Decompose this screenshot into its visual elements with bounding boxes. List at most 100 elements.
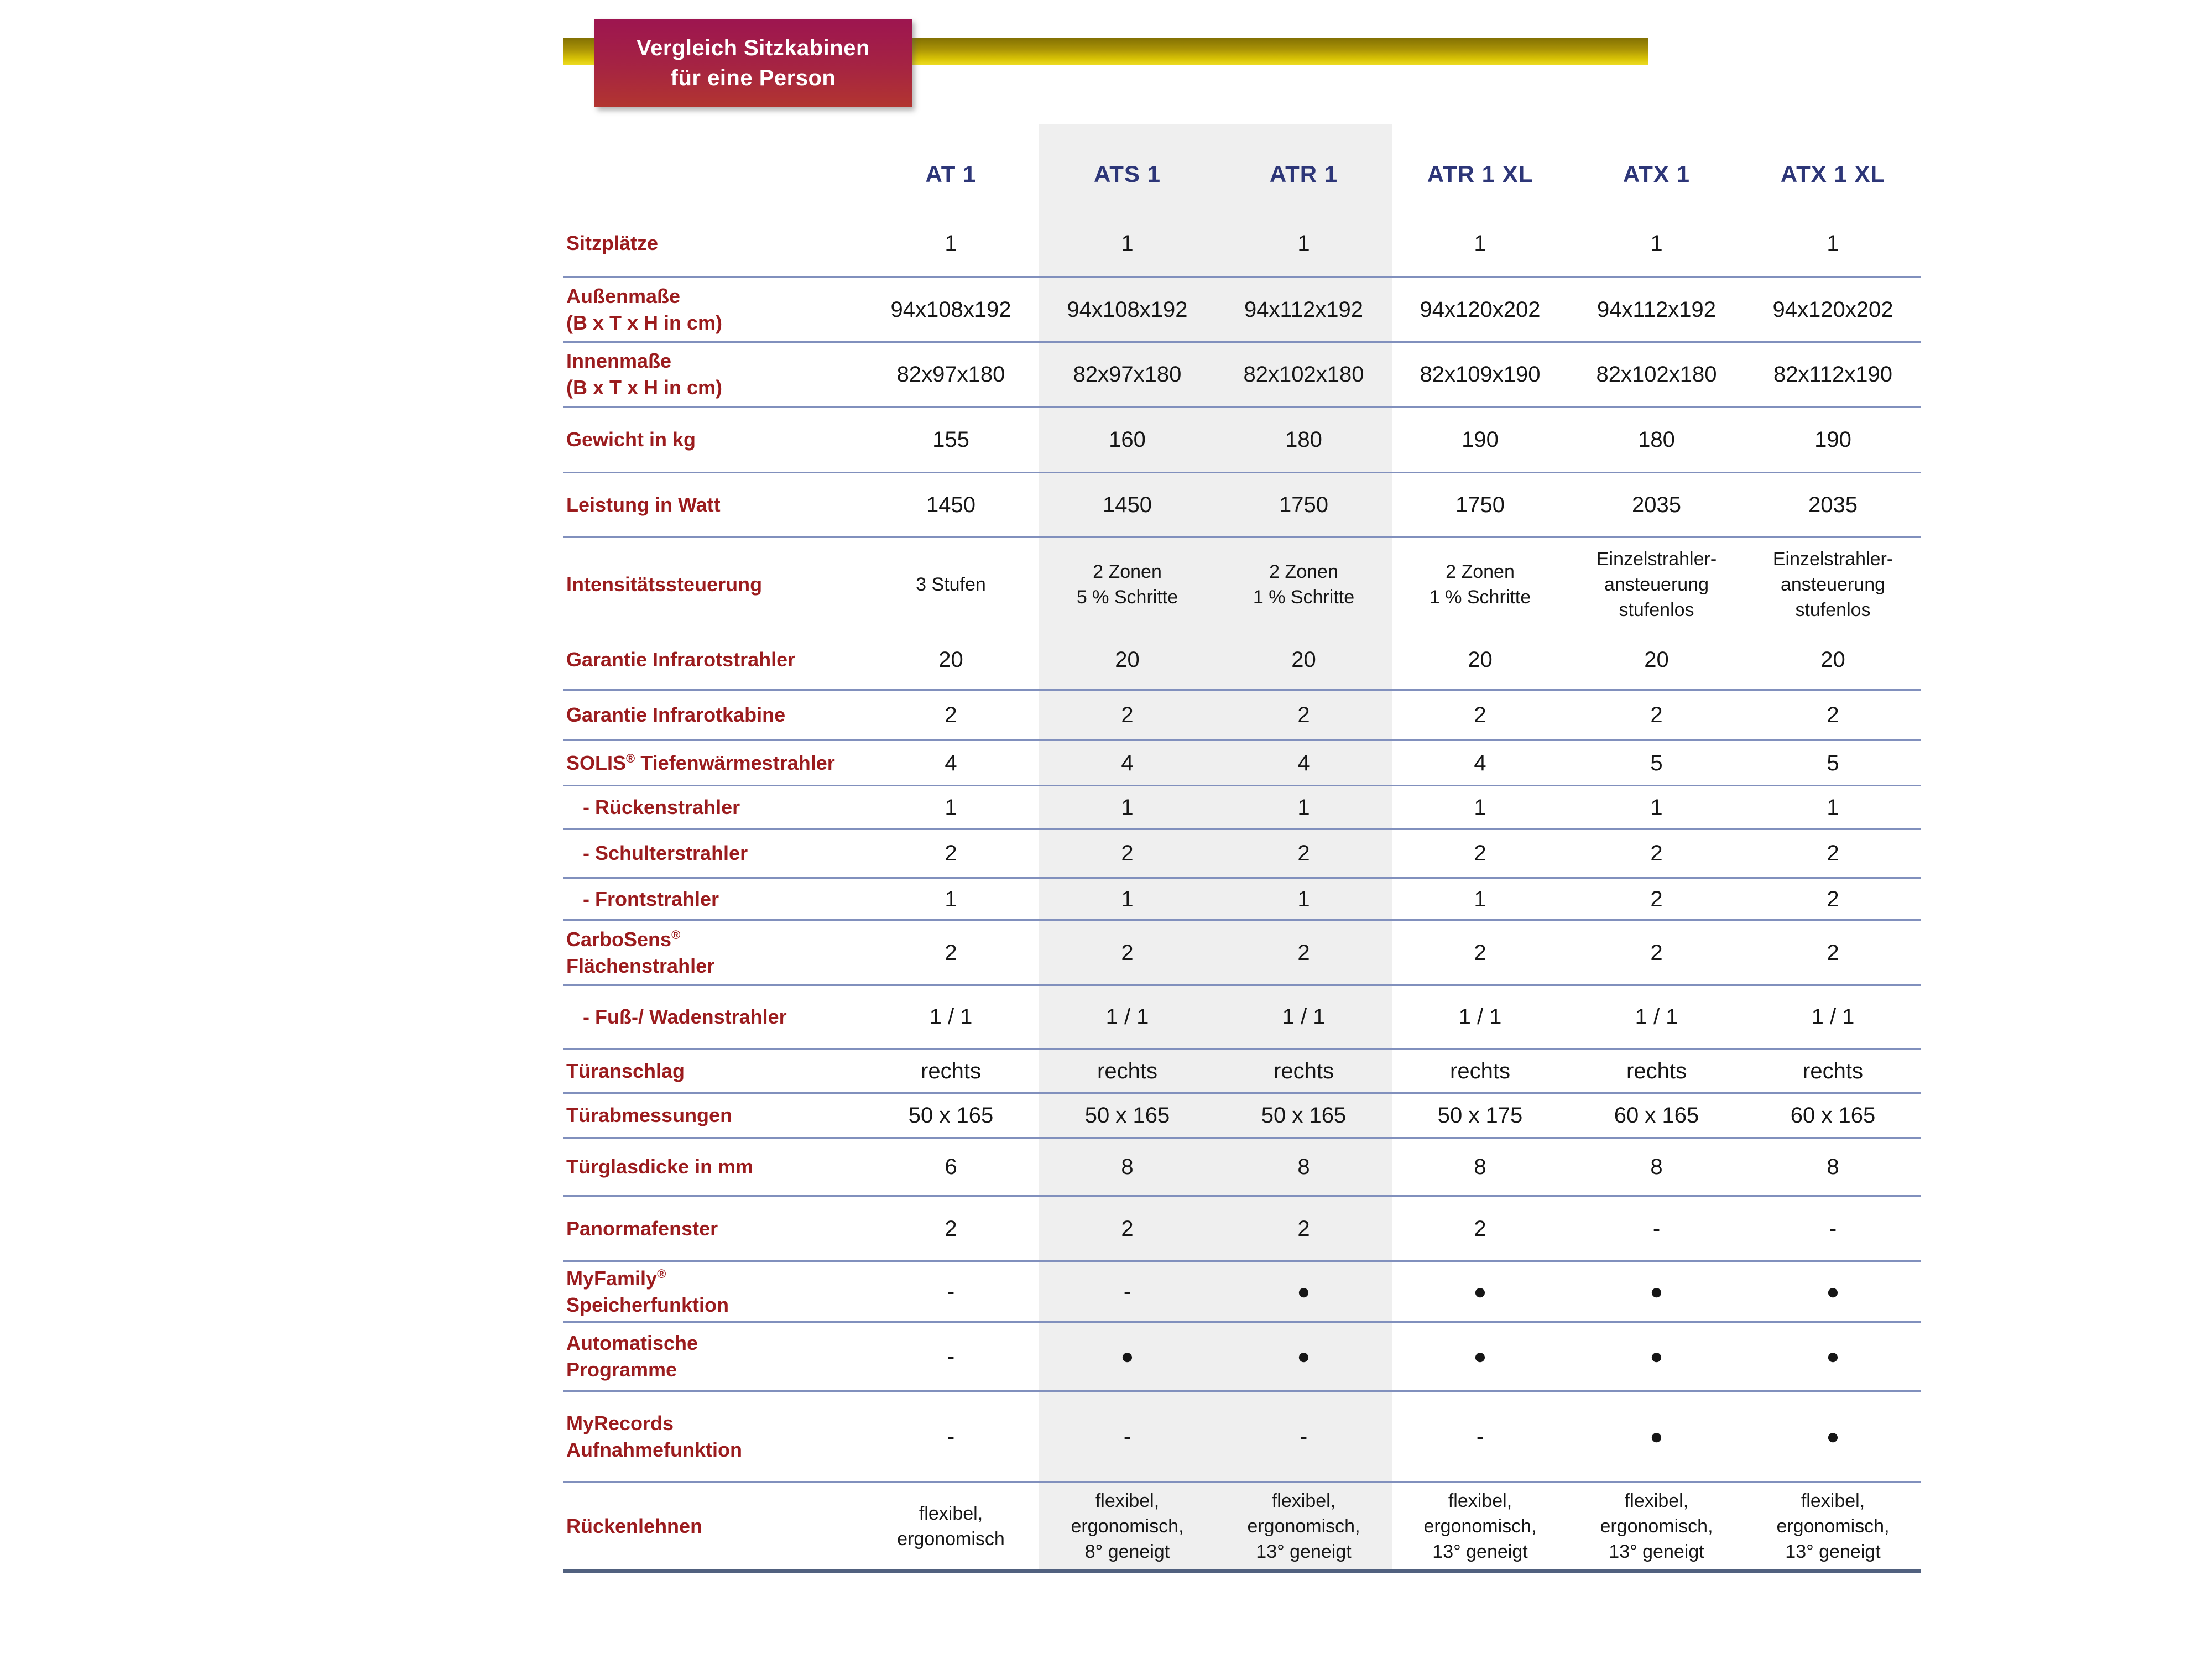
table-header-row: AT 1 ATS 1 ATR 1 ATR 1 XL ATX 1 ATX 1 XL: [563, 138, 1921, 210]
cell-automatische-4: ●: [1473, 1344, 1487, 1369]
cell-rueckenstrahler-2: 1: [1121, 795, 1134, 820]
row-fusswaden: - Fuß-/ Wadenstrahler 1 / 1 1 / 1 1 / 1 1 / …: [563, 986, 1921, 1050]
row-label-myrecords: MyRecords Aufnahmefunktion: [563, 1410, 863, 1463]
cell-fusswaden-3: 1 / 1: [1282, 1005, 1326, 1029]
cell-automatische-6: ●: [1826, 1344, 1840, 1369]
row-label-solis: SOLIS® Tiefenwärmestrahler: [563, 750, 863, 776]
cell-tuerabmessungen-5: 60 x 165: [1614, 1103, 1699, 1128]
cell-automatische-5: ●: [1650, 1344, 1663, 1369]
row-tueranschlag: Türanschlag rechts rechts rechts rechts recht…: [563, 1050, 1921, 1094]
cell-intensitaet-1: 3 Stufen: [916, 573, 986, 595]
row-label-myfamily: MyFamily® Speicherfunktion: [563, 1265, 863, 1318]
row-label-panormafenster: Panormafenster: [563, 1215, 863, 1242]
cell-rueckenlehnen-1: flexibel, ergonomisch: [897, 1503, 1005, 1550]
row-myfamily: MyFamily® Speicherfunktion - - ● ● ● ●: [563, 1262, 1921, 1323]
cell-leistung-2: 1450: [1103, 493, 1152, 517]
row-label-line: Gewicht in kg: [566, 428, 696, 451]
cell-innenmasse-6: 82x112x190: [1773, 362, 1892, 387]
row-label-aussenmasse: Außenmaße (B x T x H in cm): [563, 283, 863, 336]
cell-rueckenlehnen-3: flexibel, ergonomisch, 13° geneigt: [1247, 1490, 1360, 1562]
row-solis: SOLIS® Tiefenwärmestrahler 4 4 4 4 5 5: [563, 741, 1921, 786]
cell-tueranschlag-2: rechts: [1097, 1058, 1157, 1083]
cell-innenmasse-5: 82x102x180: [1596, 362, 1717, 387]
row-frontstrahler: - Frontstrahler 1 1 1 1 2 2: [563, 879, 1921, 921]
cell-aussenmasse-6: 94x120x202: [1772, 298, 1893, 322]
row-label-line: Innenmaße: [566, 349, 672, 372]
cell-frontstrahler-3: 1: [1297, 886, 1310, 911]
cell-garantie_kabine-6: 2: [1827, 703, 1839, 727]
cell-intensitaet-3: 2 Zonen 1 % Schritte: [1253, 561, 1355, 608]
row-label-garantie_strahler: Garantie Infrarotstrahler: [563, 646, 863, 673]
row-garantie_kabine: Garantie Infrarotkabine 2 2 2 2 2 2: [563, 691, 1921, 741]
row-label-line: Türabmessungen: [566, 1104, 733, 1126]
cell-leistung-5: 2035: [1632, 493, 1681, 517]
cell-panormafenster-4: 2: [1474, 1216, 1486, 1241]
row-label-line: Rückenlehnen: [566, 1515, 703, 1537]
cell-myrecords-2: -: [1123, 1425, 1131, 1449]
cell-solis-2: 4: [1121, 750, 1134, 775]
cell-myrecords-4: -: [1476, 1425, 1484, 1449]
cell-schulterstrahler-1: 2: [945, 841, 957, 865]
cell-automatische-3: ●: [1297, 1344, 1311, 1369]
row-label-line: CarboSens®: [566, 927, 681, 951]
cell-gewicht-5: 180: [1638, 427, 1675, 452]
row-label-line: (B x T x H in cm): [566, 311, 723, 334]
cell-myfamily-1: -: [947, 1279, 955, 1304]
cell-garantie_strahler-1: 20: [938, 648, 963, 672]
cell-leistung-6: 2035: [1808, 493, 1858, 517]
cell-intensitaet-2: 2 Zonen 5 % Schritte: [1076, 561, 1178, 608]
row-garantie_strahler: Garantie Infrarotstrahler 20 20 20 20 20 20: [563, 630, 1921, 691]
row-tuerglasdicke: Türglasdicke in mm 6 8 8 8 8 8: [563, 1139, 1921, 1197]
cell-panormafenster-5: -: [1652, 1216, 1661, 1241]
cell-aussenmasse-5: 94x112x192: [1597, 298, 1716, 322]
cell-tueranschlag-4: rechts: [1450, 1058, 1510, 1083]
cell-garantie_kabine-1: 2: [945, 703, 957, 727]
cell-tuerabmessungen-4: 50 x 175: [1437, 1103, 1523, 1128]
cell-intensitaet-5: Einzelstrahler- ansteuerung stufenlos: [1596, 548, 1717, 620]
cell-tuerabmessungen-3: 50 x 165: [1261, 1103, 1347, 1128]
row-label-innenmasse: Innenmaße (B x T x H in cm): [563, 348, 863, 401]
cell-innenmasse-3: 82x102x180: [1243, 362, 1364, 387]
row-sitzplaetze: Sitzplätze 1 1 1 1 1 1: [563, 210, 1921, 278]
row-schulterstrahler: - Schulterstrahler 2 2 2 2 2 2: [563, 830, 1921, 879]
row-label-rueckenlehnen: Rückenlehnen: [563, 1513, 863, 1540]
row-gewicht: Gewicht in kg 155 160 180 190 180 190: [563, 408, 1921, 473]
row-label-line: MyFamily®: [566, 1266, 666, 1290]
cell-gewicht-4: 190: [1462, 427, 1499, 452]
cell-sitzplaetze-1: 1: [945, 231, 957, 255]
cell-tueranschlag-3: rechts: [1274, 1058, 1334, 1083]
row-label-line: Aufnahmefunktion: [566, 1438, 742, 1461]
cell-rueckenlehnen-4: flexibel, ergonomisch, 13° geneigt: [1423, 1490, 1537, 1562]
row-leistung: Leistung in Watt 1450 1450 1750 1750 2035 2035: [563, 473, 1921, 538]
registered-trademark-symbol: ®: [657, 1266, 666, 1281]
cell-myfamily-2: -: [1123, 1279, 1131, 1304]
cell-myrecords-1: -: [947, 1425, 955, 1449]
cell-rueckenstrahler-6: 1: [1827, 795, 1839, 820]
cell-intensitaet-4: 2 Zonen 1 % Schritte: [1429, 561, 1531, 608]
row-label-line: Intensitätssteuerung: [566, 572, 763, 596]
registered-trademark-symbol: ®: [626, 751, 635, 765]
row-label-automatische: Automatische Programme: [563, 1330, 863, 1383]
cell-innenmasse-2: 82x97x180: [1073, 362, 1182, 387]
row-carbosens: CarboSens® Flächenstrahler 2 2 2 2 2 2: [563, 921, 1921, 986]
cell-solis-1: 4: [945, 750, 957, 775]
cell-garantie_strahler-2: 20: [1115, 648, 1140, 672]
row-panormafenster: Panormafenster 2 2 2 2 - -: [563, 1197, 1921, 1262]
cell-automatische-2: ●: [1120, 1344, 1134, 1369]
cell-leistung-1: 1450: [926, 493, 975, 517]
cell-carbosens-5: 2: [1650, 940, 1663, 965]
cell-solis-6: 5: [1827, 750, 1839, 775]
row-label-line: Speicherfunktion: [566, 1293, 729, 1316]
cell-aussenmasse-3: 94x112x192: [1244, 298, 1363, 322]
row-label-fusswaden: - Fuß-/ Wadenstrahler: [563, 1004, 863, 1030]
cell-rueckenstrahler-4: 1: [1474, 795, 1486, 820]
row-label-line: Garantie Infrarotstrahler: [566, 648, 796, 671]
column-header-atx-1: ATX 1: [1623, 161, 1690, 187]
cell-garantie_kabine-2: 2: [1121, 703, 1134, 727]
cell-fusswaden-6: 1 / 1: [1811, 1005, 1855, 1029]
cell-tueranschlag-5: rechts: [1626, 1058, 1687, 1083]
cell-schulterstrahler-4: 2: [1474, 841, 1486, 865]
row-label-line: SOLIS® Tiefenwärmestrahler: [566, 751, 835, 774]
cell-sitzplaetze-3: 1: [1297, 231, 1310, 255]
row-label-garantie_kabine: Garantie Infrarotkabine: [563, 702, 863, 728]
